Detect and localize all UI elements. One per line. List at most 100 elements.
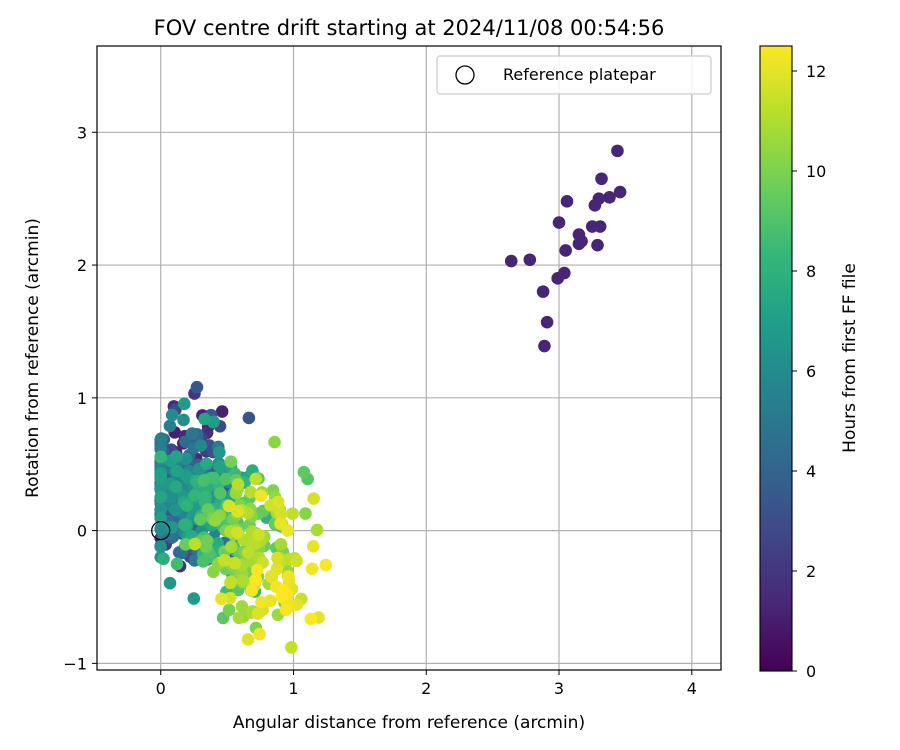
x-tick-label: 0 — [156, 679, 166, 698]
scatter-point — [194, 439, 208, 452]
scatter-point — [241, 633, 255, 646]
colorbar-axis: 0 2 4 6 8 10 12 — [792, 62, 826, 681]
scatter-point — [271, 551, 284, 565]
scatter-point — [157, 552, 170, 566]
scatter-point — [207, 471, 220, 485]
scatter-point — [194, 513, 207, 526]
scatter-point — [200, 534, 214, 548]
scatter-point — [198, 412, 211, 426]
scatter-point — [170, 464, 184, 478]
scatter-point — [215, 592, 228, 606]
scatter-point — [169, 450, 183, 463]
scatter-point — [154, 490, 168, 504]
scatter-point — [249, 573, 262, 587]
scatter-point — [208, 514, 222, 527]
scatter-point — [231, 505, 245, 518]
scatter-point — [187, 592, 201, 605]
scatter-point — [168, 503, 182, 517]
colorbar — [759, 45, 793, 672]
scatter-point — [219, 472, 233, 486]
scatter-point — [306, 539, 320, 553]
scatter-point — [304, 612, 318, 626]
scatter-point — [154, 540, 168, 554]
colorbar-tick-label: 10 — [806, 162, 826, 181]
scatter-point — [225, 540, 238, 554]
scatter-point — [611, 144, 624, 158]
scatter-point — [242, 546, 255, 559]
scatter-point — [197, 474, 210, 487]
legend-entry-reference-platepar: Reference platepar — [503, 65, 656, 84]
scatter-point — [163, 490, 177, 503]
x-axis-label: Angular distance from reference (arcmin) — [233, 713, 585, 733]
scatter-point — [613, 185, 627, 199]
scatter-point — [560, 195, 574, 208]
scatter-point — [180, 499, 194, 512]
scatter-point — [251, 607, 265, 620]
scatter-point — [282, 570, 295, 584]
y-tick-label: −1 — [63, 654, 87, 673]
scatter-point — [224, 575, 238, 589]
scatter-point — [177, 413, 190, 427]
scatter-point — [279, 603, 293, 617]
scatter-point — [251, 563, 264, 577]
scatter-point — [268, 435, 281, 449]
scatter-point — [595, 172, 608, 186]
scatter-points — [154, 144, 627, 654]
plot-frame — [96, 45, 722, 671]
scatter-point — [163, 576, 177, 590]
scatter-point — [245, 584, 259, 597]
scatter-point — [559, 244, 572, 257]
scatter-point — [536, 285, 550, 298]
reference-platepar-marker — [151, 520, 171, 541]
y-axis: −1 0 1 2 3 — [63, 123, 97, 673]
scatter-point — [170, 557, 184, 571]
scatter-point — [166, 530, 180, 543]
scatter-point — [163, 419, 177, 433]
scatter-point — [232, 611, 246, 625]
colorbar-tick-label: 4 — [806, 462, 816, 481]
scatter-point — [603, 191, 616, 204]
scatter-point — [540, 315, 554, 329]
scatter-point — [523, 253, 537, 267]
scatter-point — [154, 450, 168, 464]
scatter-point — [154, 432, 168, 445]
y-tick-label: 1 — [77, 389, 87, 408]
scatter-point — [551, 272, 564, 285]
scatter-point — [179, 538, 192, 551]
scatter-point — [188, 489, 201, 502]
y-axis-label: Rotation from reference (arcmin) — [23, 218, 43, 498]
colorbar-tick-label: 8 — [806, 262, 816, 281]
scatter-point — [271, 495, 285, 509]
scatter-point — [310, 523, 324, 537]
scatter-point — [276, 583, 290, 597]
x-tick-label: 3 — [554, 679, 564, 698]
scatter-point — [504, 254, 518, 268]
legend-marker — [455, 65, 475, 85]
scatter-point — [178, 518, 191, 532]
colorbar-tick-label: 2 — [806, 562, 816, 581]
scatter-point — [255, 595, 268, 609]
scatter-point — [154, 472, 168, 486]
scatter-point — [274, 538, 288, 551]
scatter-point — [274, 507, 288, 521]
scatter-point — [214, 461, 228, 474]
scatter-point — [591, 238, 604, 252]
scatter-point — [552, 216, 566, 229]
scatter-point — [242, 411, 256, 425]
scatter-point — [177, 397, 191, 411]
scatter-point — [299, 507, 312, 520]
scatter-point — [252, 528, 265, 542]
scatter-point — [290, 554, 303, 568]
scatter-point — [297, 465, 311, 479]
x-tick-label: 4 — [687, 679, 697, 698]
x-tick-label: 2 — [421, 679, 431, 698]
scatter-point — [538, 339, 551, 353]
y-tick-label: 2 — [77, 256, 87, 275]
scatter-point — [154, 522, 168, 535]
scatter-point — [218, 554, 231, 567]
scatter-point — [285, 641, 298, 654]
scatter-point — [253, 627, 266, 641]
chart-title: FOV centre drift starting at 2024/11/08 … — [154, 16, 665, 40]
scatter-point — [249, 472, 263, 486]
